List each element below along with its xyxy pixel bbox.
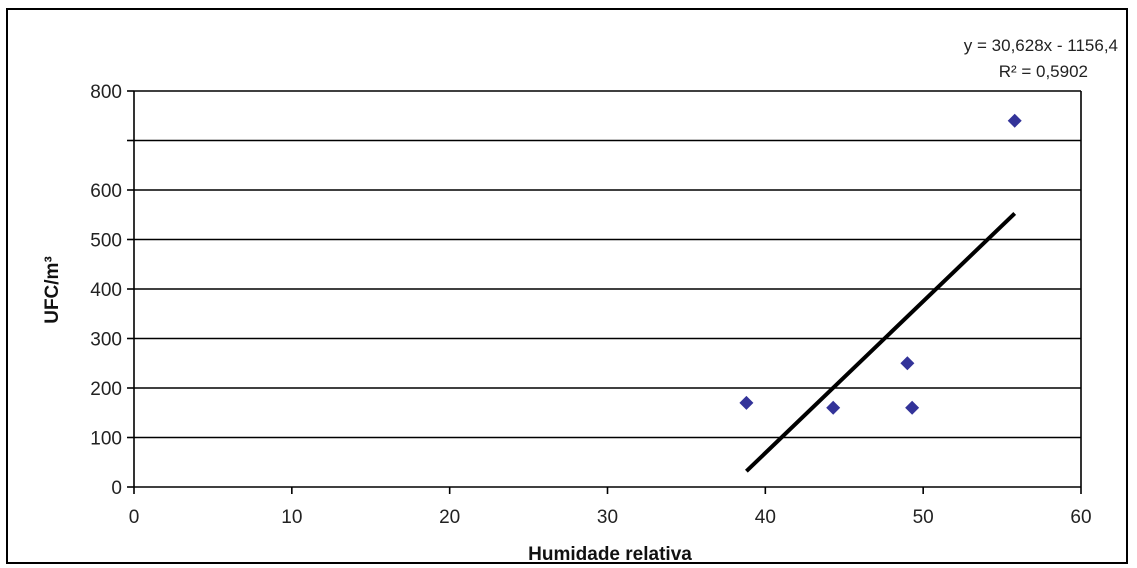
trendline-layer [745,211,1017,473]
x-tick-label-20: 20 [439,507,460,528]
data-points [739,113,1022,415]
x-tick-label-40: 40 [755,507,776,528]
y-tick-label-100: 100 [90,429,122,450]
y-tick-label-0: 0 [111,478,122,499]
trendline [745,211,1017,473]
data-point-5 [1007,113,1022,128]
r-squared-label: R² = 0,5902 [999,62,1088,81]
x-tick-label-30: 30 [597,507,618,528]
y-tick-label-300: 300 [90,330,122,351]
trendline-equation: y = 30,628x - 1156,4 [964,36,1118,55]
y-tick-label-600: 600 [90,181,122,202]
data-point-3 [900,356,915,371]
data-point-1 [739,395,754,410]
data-point-4 [905,400,920,415]
y-tick-label-800: 800 [90,82,122,103]
y-tick-label-200: 200 [90,379,122,400]
x-tick-label-60: 60 [1070,507,1091,528]
y-tick-label-500: 500 [90,231,122,252]
y-axis-title: UFC/m³ [42,256,63,324]
axes [127,90,1082,494]
tick-labels: 0 100 200 300 400 500 600 800 0 10 20 30 40 50 60 [90,82,1091,528]
data-point-2 [826,400,841,415]
x-tick-label-0: 0 [129,507,140,528]
gridlines [134,90,1081,439]
x-axis-title: Humidade relativa [528,544,692,565]
y-tick-label-400: 400 [90,280,122,301]
x-tick-label-10: 10 [281,507,302,528]
x-tick-label-50: 50 [913,507,934,528]
